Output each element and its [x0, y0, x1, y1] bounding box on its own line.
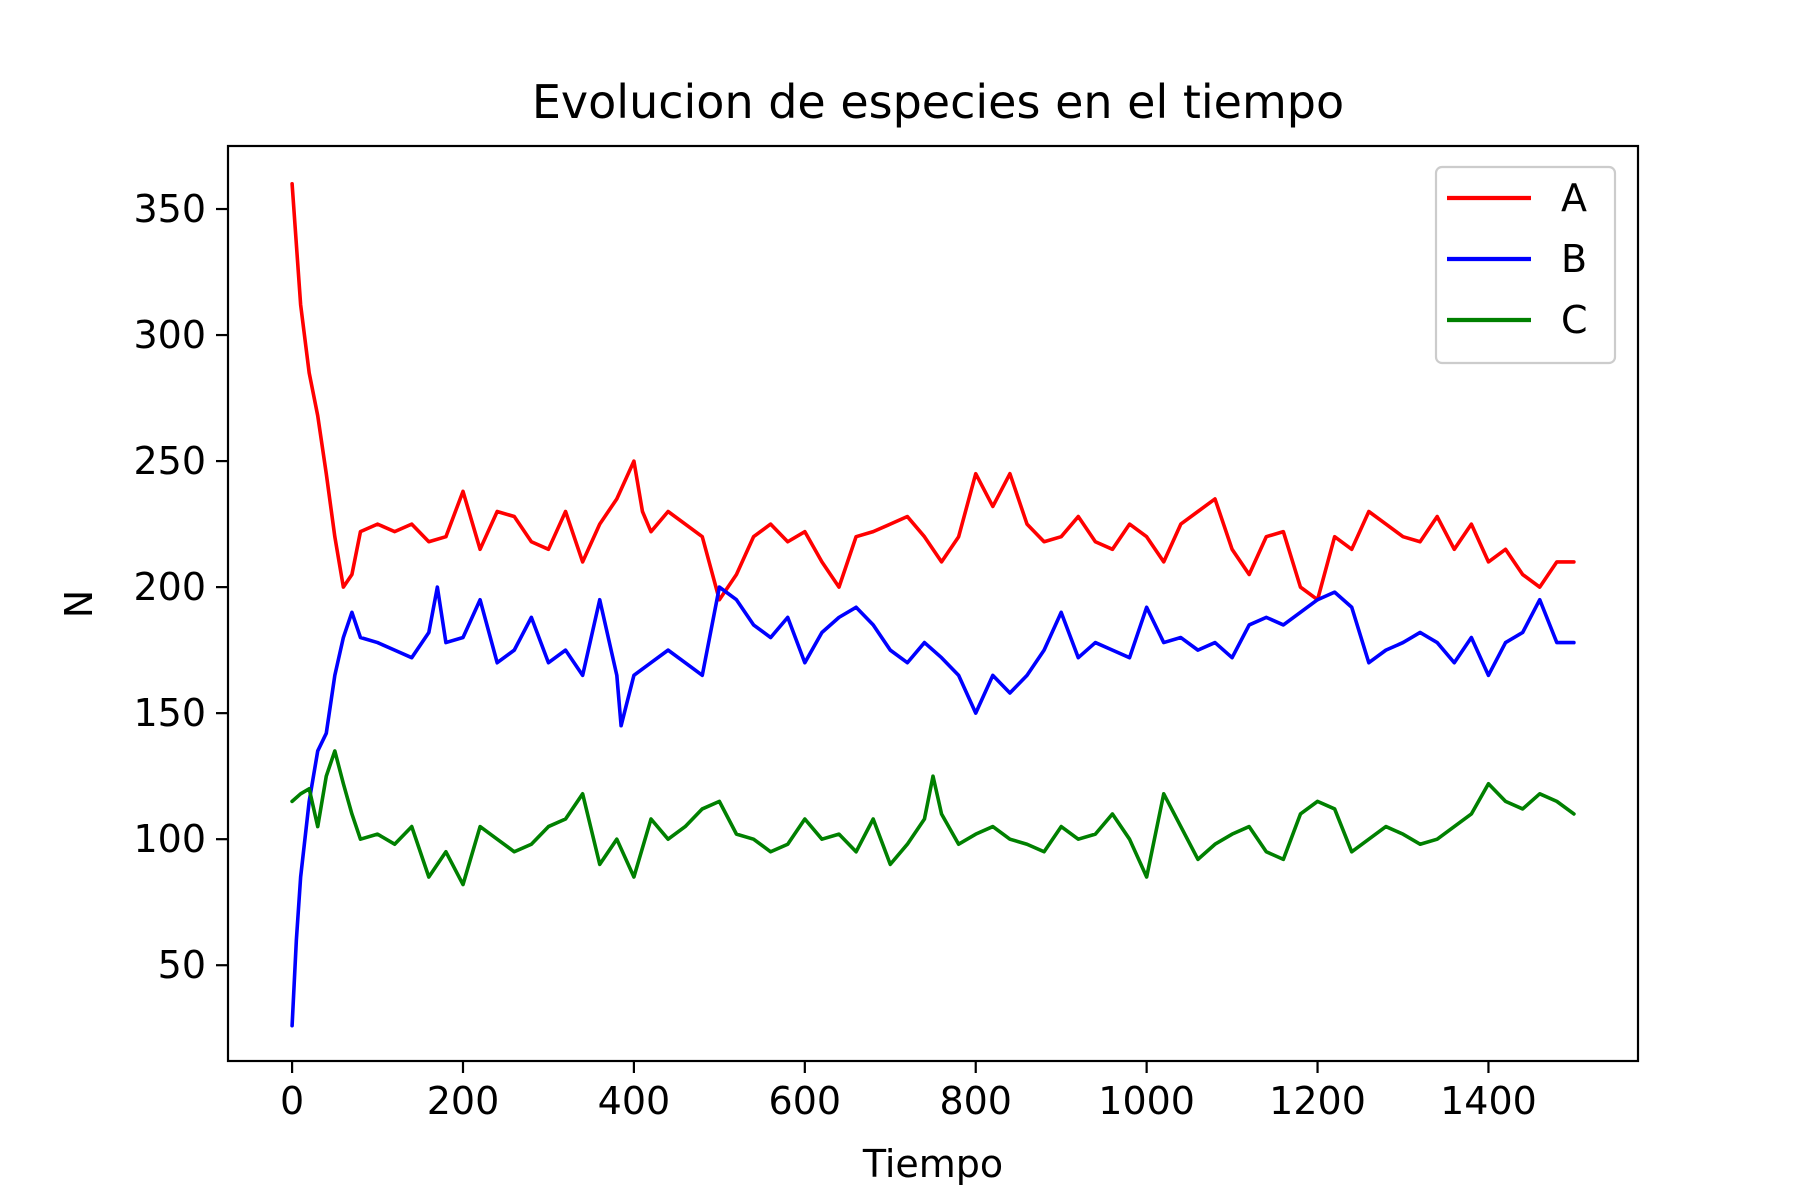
x-tick-label: 600: [769, 1079, 842, 1123]
legend-label-c: C: [1561, 298, 1588, 342]
series-layer: [290, 182, 1576, 1028]
legend-label-a: A: [1561, 176, 1587, 220]
legend-box: [1434, 165, 1617, 365]
x-tick-label: 1400: [1440, 1079, 1537, 1123]
x-tick-label: 400: [598, 1079, 671, 1123]
x-tick-label: 800: [939, 1079, 1012, 1123]
plot-area: [226, 144, 1640, 1063]
y-tick-label: 350: [133, 187, 206, 231]
x-axis-title: Tiempo: [862, 1142, 1003, 1186]
y-axis-title: N: [57, 590, 101, 618]
legend-label-b: B: [1561, 237, 1587, 281]
legend: ABC: [1434, 165, 1617, 365]
chart-title: Evolucion de especies en el tiempo: [532, 75, 1344, 129]
y-axis: 50 100 150 200 250 300 350: [133, 187, 228, 987]
x-tick-label: 200: [427, 1079, 500, 1123]
series-line-c: [290, 749, 1576, 887]
x-tick-label: 0: [280, 1079, 304, 1123]
y-tick-label: 150: [133, 691, 206, 735]
y-tick-label: 100: [133, 817, 206, 861]
x-tick-label: 1200: [1269, 1079, 1366, 1123]
y-tick-label: 300: [133, 313, 206, 357]
series-line-b: [290, 585, 1576, 1028]
x-axis: 0 200 400 600 800 1000 1200 1400: [280, 1061, 1537, 1123]
y-tick-label: 200: [133, 565, 206, 609]
y-tick-label: 50: [158, 943, 206, 987]
legend-items: ABC: [1447, 176, 1588, 342]
x-tick-label: 1000: [1098, 1079, 1195, 1123]
series-line-a: [290, 182, 1576, 602]
plot-frame: [226, 144, 1640, 1063]
y-tick-label: 250: [133, 439, 206, 483]
